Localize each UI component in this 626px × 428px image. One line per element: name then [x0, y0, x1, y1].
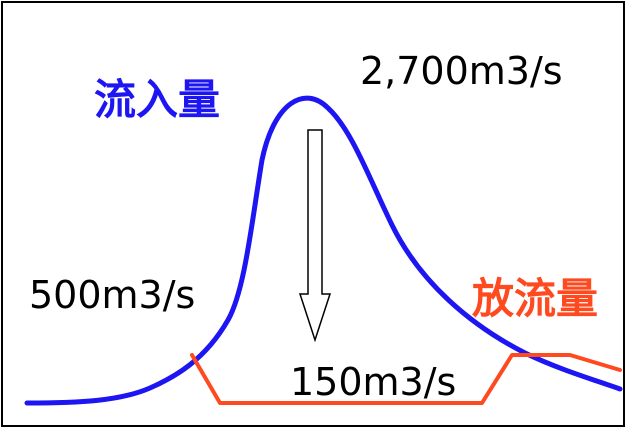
reduction-arrow: [298, 129, 332, 343]
inflow-title: 流入量: [94, 75, 220, 124]
base-inflow-label: 500m3/s: [29, 273, 195, 317]
inflow-curve: [24, 95, 623, 406]
outflow-curve: [190, 353, 622, 405]
outflow-title: 放流量: [472, 274, 598, 323]
constant-outflow-label: 150m3/s: [290, 360, 456, 404]
peak-inflow-label: 2,700m3/s: [360, 49, 563, 93]
